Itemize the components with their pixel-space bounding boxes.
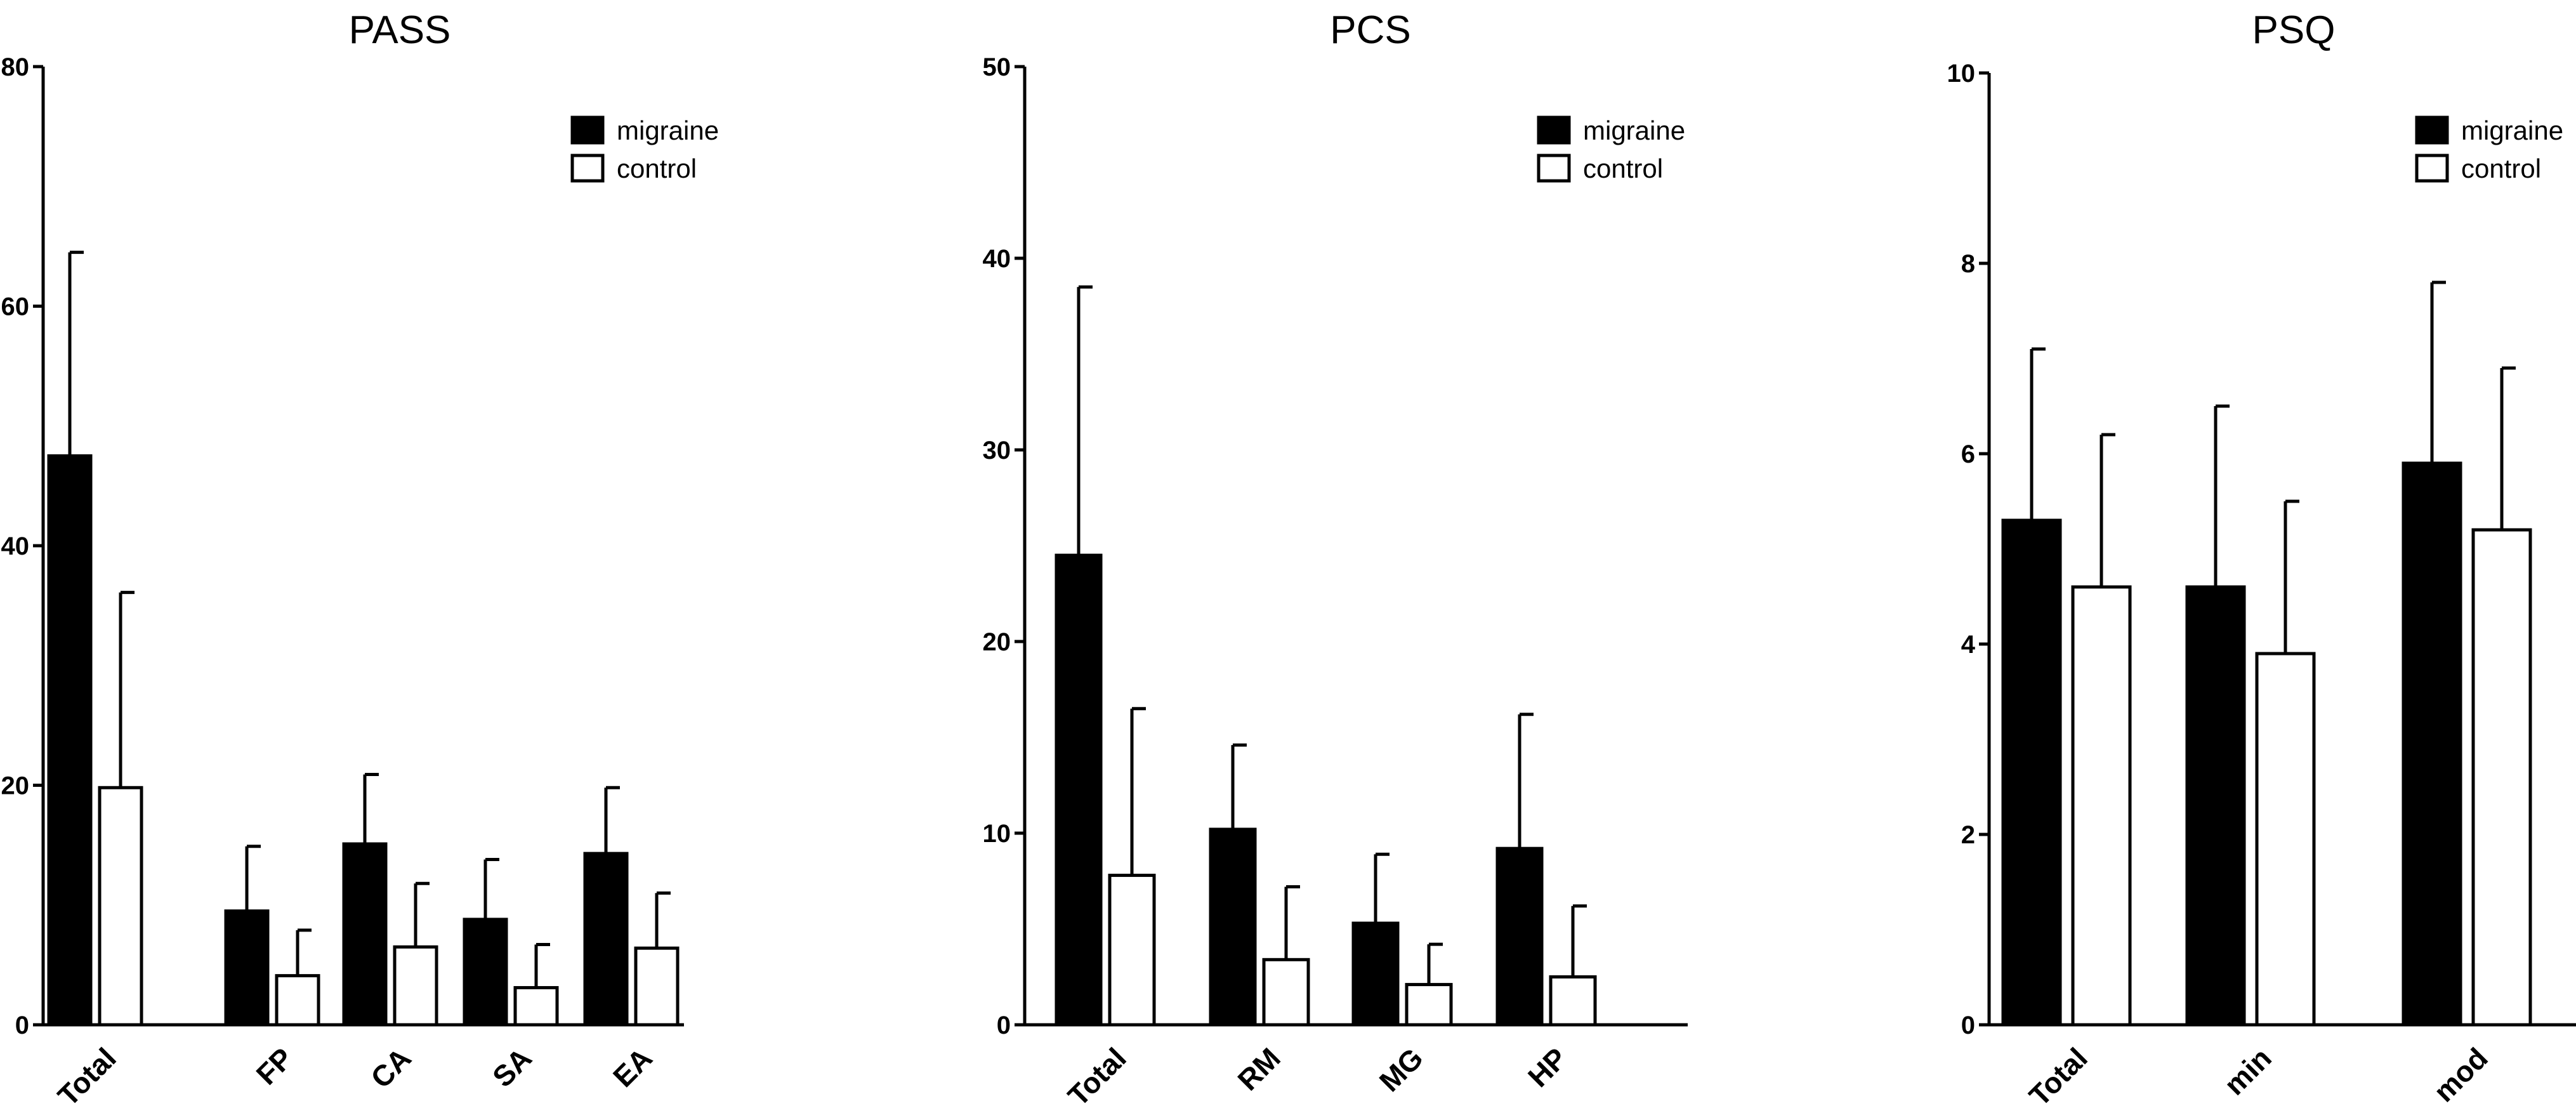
y-tick-label: 40 <box>1 532 30 560</box>
chart-panel-pcs: PCS 0 10 20 30 40 50 Total RM MG HP migraine control <box>983 8 1688 1112</box>
bar-control-rm <box>1262 958 1310 1027</box>
bar-control-ca <box>393 945 438 1027</box>
category-label: EA <box>607 1041 659 1093</box>
y-tick-label: 60 <box>1 293 30 321</box>
bar-control-min <box>2255 652 2316 1027</box>
category-label: RM <box>1231 1041 1286 1097</box>
category-label: Total <box>2023 1041 2094 1112</box>
legend-swatch-control <box>2415 154 2449 183</box>
bar-control-total <box>2071 585 2132 1027</box>
bar-migraine-ca <box>342 842 388 1027</box>
y-tick-label: 50 <box>983 53 1011 81</box>
legend-label-migraine: migraine <box>2461 115 2563 145</box>
chart-title: PCS <box>1330 8 1410 52</box>
y-tick-label: 40 <box>983 245 1011 273</box>
bar-migraine-sa <box>463 918 508 1027</box>
category-label: Total <box>51 1041 122 1112</box>
bar-migraine-mg <box>1351 921 1400 1027</box>
y-tick-label: 0 <box>997 1011 1011 1039</box>
legend-label-migraine: migraine <box>1583 115 1685 145</box>
legend-label-control: control <box>2461 154 2541 183</box>
y-tick-label: 4 <box>1961 631 1976 659</box>
bar-migraine-fp <box>224 909 270 1027</box>
category-label: Total <box>1061 1041 1133 1112</box>
category-label: SA <box>486 1041 538 1093</box>
legend-label-control: control <box>1583 154 1663 183</box>
bar-control-fp <box>275 974 320 1027</box>
y-tick-label: 0 <box>15 1011 29 1039</box>
legend-label-control: control <box>617 154 697 183</box>
bar-control-total <box>98 786 143 1027</box>
category-label: min <box>2218 1041 2278 1102</box>
y-tick-label: 20 <box>983 628 1011 656</box>
y-tick-label: 0 <box>1961 1011 1975 1039</box>
category-label: MG <box>1373 1041 1429 1098</box>
y-tick-label: 80 <box>1 53 30 81</box>
bar-migraine-rm <box>1209 827 1257 1027</box>
bar-migraine-min <box>2185 585 2246 1027</box>
bar-control-mod <box>2471 528 2532 1027</box>
bar-control-sa <box>513 985 559 1027</box>
bar-migraine-mod <box>2402 461 2462 1027</box>
bar-control-ea <box>634 946 680 1027</box>
bar-migraine-total <box>47 454 93 1027</box>
category-label: mod <box>2427 1041 2494 1108</box>
chart-panel-psq: PSQ 0 2 4 6 8 10 Total min mod migraine control <box>1947 8 2576 1112</box>
bar-migraine-total <box>1055 553 1103 1027</box>
legend: migraine control <box>2415 115 2563 183</box>
y-tick-label: 10 <box>983 820 1011 848</box>
legend-swatch-control <box>570 154 605 183</box>
legend: migraine control <box>570 115 719 183</box>
category-label: CA <box>364 1041 417 1095</box>
bar-migraine-total <box>2001 518 2062 1027</box>
legend: migraine control <box>1537 115 1685 183</box>
legend-label-migraine: migraine <box>617 115 719 145</box>
category-label: HP <box>1521 1041 1574 1093</box>
category-label: FP <box>249 1041 299 1091</box>
legend-swatch-migraine <box>570 115 605 145</box>
legend-swatch-migraine <box>2415 115 2449 145</box>
legend-swatch-migraine <box>1537 115 1571 145</box>
chart-title: PASS <box>349 8 451 52</box>
y-tick-label: 10 <box>1947 60 1976 88</box>
y-tick-label: 30 <box>983 437 1011 464</box>
chart-panel-pass: PASS 0 20 40 60 80 Total FP CA SA EA migraine contro… <box>1 8 720 1112</box>
y-tick-label: 2 <box>1961 821 1975 849</box>
y-tick-label: 6 <box>1961 440 1975 468</box>
bar-control-mg <box>1405 983 1453 1027</box>
bar-migraine-hp <box>1495 846 1544 1027</box>
y-tick-label: 8 <box>1961 250 1975 278</box>
legend-swatch-control <box>1537 154 1571 183</box>
bar-control-total <box>1108 873 1156 1027</box>
bar-control-hp <box>1549 975 1597 1027</box>
bar-migraine-ea <box>583 852 629 1027</box>
chart-title: PSQ <box>2252 8 2336 52</box>
y-tick-label: 20 <box>1 772 30 800</box>
